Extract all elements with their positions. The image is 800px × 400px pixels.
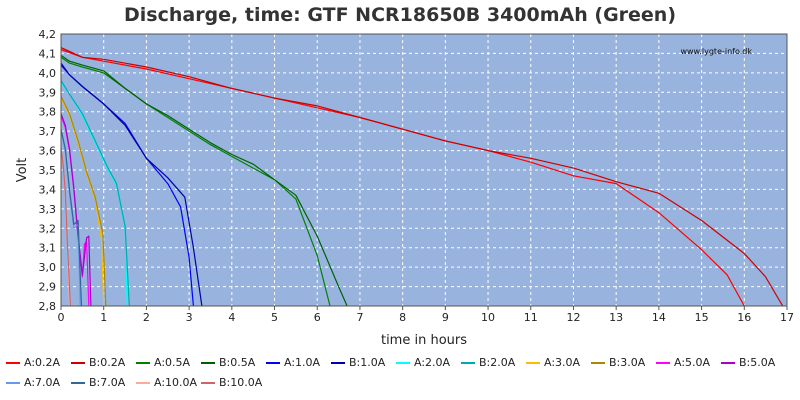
x-tick-label: 17 [780, 311, 794, 324]
legend-item: A:5.0A [656, 356, 710, 369]
legend-swatch [526, 362, 540, 364]
x-tick-label: 1 [100, 311, 107, 324]
legend-label: A:0.2A [24, 356, 61, 369]
x-tick-label: 10 [481, 311, 495, 324]
legend-swatch [6, 362, 20, 364]
legend-item: A:10.0A [136, 376, 197, 389]
series-line-b-10-0a [60, 148, 71, 307]
legend-label: A:1.0A [284, 356, 321, 369]
legend-item: A:0.2A [6, 356, 60, 369]
y-tick-label: 3,2 [39, 222, 57, 235]
legend-swatch [6, 382, 20, 384]
legend-label: A:5.0A [674, 356, 711, 369]
legend-label: A:2.0A [414, 356, 451, 369]
legend-swatch [266, 362, 280, 364]
x-tick-label: 9 [442, 311, 449, 324]
legend-swatch [201, 362, 215, 364]
y-tick-label: 3,4 [39, 183, 57, 196]
x-tick-label: 4 [228, 311, 235, 324]
y-tick-label: 4,0 [39, 67, 57, 80]
legend-item: B:7.0A [71, 376, 125, 389]
y-tick-label: 2,8 [39, 300, 57, 313]
y-tick-label: 4,2 [39, 28, 57, 41]
legend-item: B:0.5A [201, 356, 255, 369]
legend-swatch [591, 362, 605, 364]
y-tick-label: 2,9 [39, 281, 57, 294]
series-line-b-0-2a [60, 47, 784, 307]
legend-swatch [396, 362, 410, 364]
x-tick-label: 2 [143, 311, 150, 324]
y-tick-label: 3,1 [39, 242, 57, 255]
x-tick-label: 3 [186, 311, 193, 324]
x-tick-label: 8 [399, 311, 406, 324]
chart-plot-area: 0 1 2 3 4 5 6 7 8 9 10 11 12 13 14 15 16 172,82,93,03,13,… [15, 28, 794, 348]
series-line-b-1-0a [60, 62, 203, 307]
x-tick-label: 16 [737, 311, 751, 324]
y-tick-label: 3,5 [39, 164, 57, 177]
legend-item: B:10.0A [201, 376, 262, 389]
legend-label: B:2.0A [479, 356, 516, 369]
y-tick-label: 3,6 [39, 145, 57, 158]
x-tick-label: 13 [609, 311, 623, 324]
x-tick-label: 14 [652, 311, 666, 324]
legend-swatch [721, 362, 735, 364]
legend-item: A:1.0A [266, 356, 320, 369]
y-tick-label: 3,7 [39, 125, 57, 138]
legend-item: B:2.0A [461, 356, 515, 369]
x-tick-label: 11 [524, 311, 538, 324]
x-tick-label: 5 [271, 311, 278, 324]
legend-item: B:1.0A [331, 356, 385, 369]
y-tick-label: 3,9 [39, 86, 57, 99]
legend-swatch [136, 382, 150, 384]
legend-label: B:5.0A [739, 356, 776, 369]
legend-label: A:0.5A [154, 356, 191, 369]
legend-swatch [71, 362, 85, 364]
legend-swatch [656, 362, 670, 364]
series-line-a-0-5a [60, 56, 331, 307]
x-tick-label: 0 [58, 311, 65, 324]
legend-label: B:0.2A [89, 356, 126, 369]
watermark: www.lygte-info.dk [680, 47, 752, 56]
y-axis-title: Volt [15, 158, 30, 183]
legend-swatch [71, 382, 85, 384]
y-tick-label: 3,8 [39, 106, 57, 119]
legend-label: B:1.0A [349, 356, 386, 369]
legend-label: A:10.0A [154, 376, 198, 389]
legend-swatch [201, 382, 215, 384]
legend-label: B:0.5A [219, 356, 256, 369]
x-tick-label: 12 [566, 311, 580, 324]
legend-swatch [331, 362, 345, 364]
legend-label: B:3.0A [609, 356, 646, 369]
legend-item: B:5.0A [721, 356, 775, 369]
x-axis-title: time in hours [381, 333, 467, 348]
legend-item: A:7.0A [6, 376, 60, 389]
chart-title: Discharge, time: GTF NCR18650B 3400mAh (… [123, 4, 677, 26]
legend-label: A:3.0A [544, 356, 581, 369]
y-tick-label: 4,1 [39, 47, 57, 60]
legend-item: B:3.0A [591, 356, 645, 369]
series-line-b-3-0a [60, 95, 107, 307]
plot-frame [60, 33, 788, 307]
legend-item: B:0.2A [71, 356, 125, 369]
legend-label: A:7.0A [24, 376, 61, 389]
series-line-b-7-0a [60, 129, 83, 307]
series-line-b-2-0a [60, 80, 130, 307]
x-tick-label: 6 [314, 311, 321, 324]
legend-label: B:7.0A [89, 376, 126, 389]
y-tick-label: 3,0 [39, 261, 57, 274]
y-tick-label: 3,3 [39, 203, 57, 216]
legend-item: A:3.0A [526, 356, 580, 369]
x-tick-label: 15 [695, 311, 709, 324]
series-line-b-0-5a [60, 54, 348, 307]
legend-swatch [136, 362, 150, 364]
x-tick-label: 7 [356, 311, 363, 324]
legend-swatch [461, 362, 475, 364]
legend-item: A:0.5A [136, 356, 190, 369]
legend-item: A:2.0A [396, 356, 450, 369]
legend-label: B:10.0A [219, 376, 263, 389]
